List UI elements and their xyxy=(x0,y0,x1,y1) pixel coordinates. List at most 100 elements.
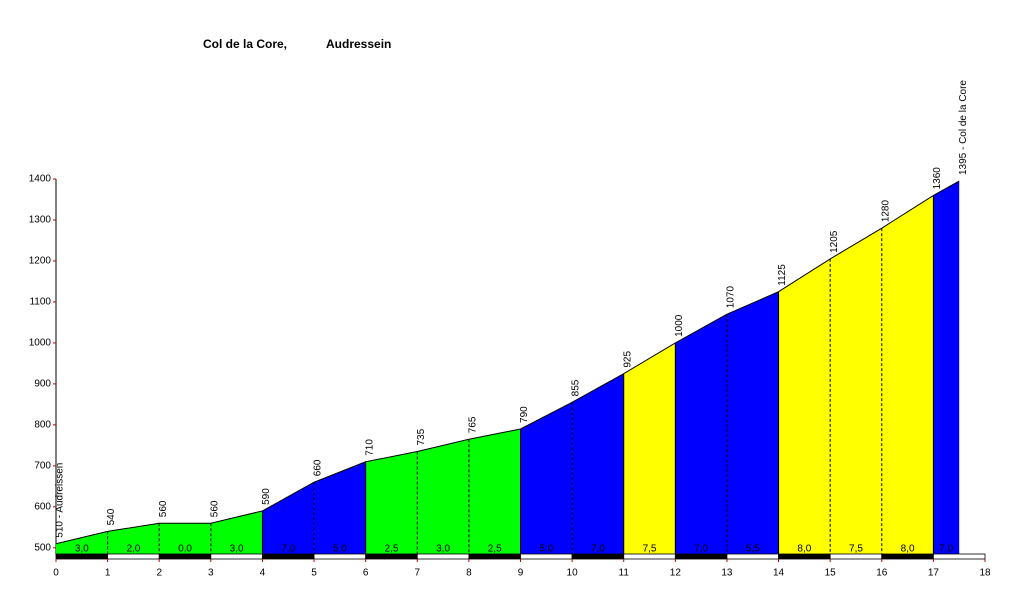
elevation-label: 1360 xyxy=(932,167,943,190)
km-bar xyxy=(932,553,986,560)
gradient-segment xyxy=(675,314,727,556)
elevation-label: 510 - Audreissen xyxy=(55,463,66,538)
x-tick-label: 7 xyxy=(414,568,420,579)
elevation-label: 790 xyxy=(519,406,530,423)
gradient-segment xyxy=(262,482,315,556)
gradient-label: 2,0 xyxy=(126,544,140,555)
elevation-label: 660 xyxy=(313,459,324,476)
gradient-label: 0,0 xyxy=(178,544,192,555)
elevation-label: 710 xyxy=(364,439,375,456)
gradient-segment xyxy=(572,373,624,556)
chart-title: Col de la Core, xyxy=(203,37,287,51)
gradient-label: 5,0 xyxy=(333,544,347,555)
gradient-segment xyxy=(107,523,160,556)
km-bar xyxy=(416,553,470,560)
gradient-segment xyxy=(365,451,418,556)
elevation-label: 1125 xyxy=(777,264,788,286)
km-bar xyxy=(571,553,625,560)
y-tick-label: 1200 xyxy=(29,256,52,267)
km-bar xyxy=(674,553,728,560)
elevation-label: 1205 xyxy=(829,230,840,253)
km-bar xyxy=(158,553,212,560)
x-tick-label: 13 xyxy=(721,568,733,579)
x-tick-label: 18 xyxy=(979,568,991,579)
gradient-label: 5,5 xyxy=(746,544,760,555)
gradient-label: 8,0 xyxy=(797,544,811,555)
x-tick-label: 0 xyxy=(53,568,59,579)
elevation-label: 560 xyxy=(209,500,220,517)
gradient-segment xyxy=(933,181,960,556)
y-tick-label: 900 xyxy=(34,379,51,390)
x-tick-label: 4 xyxy=(260,568,266,579)
gradient-segment xyxy=(726,291,779,556)
gradient-label: 7,0 xyxy=(939,544,953,555)
km-bar xyxy=(55,553,109,560)
km-bar xyxy=(365,553,418,560)
elevation-label: 1000 xyxy=(674,314,685,337)
x-tick-label: 11 xyxy=(619,568,630,579)
elevation-label: 765 xyxy=(468,416,479,433)
elevation-label: 590 xyxy=(261,488,272,505)
x-tick-label: 14 xyxy=(773,568,785,579)
gradient-label: 3,0 xyxy=(75,544,89,555)
km-bar xyxy=(468,553,521,560)
elevation-label: 540 xyxy=(106,508,117,525)
x-tick-label: 15 xyxy=(825,568,837,579)
gradient-segment xyxy=(210,510,263,556)
km-bar xyxy=(623,553,676,560)
km-bar xyxy=(262,553,315,560)
y-tick-label: 1100 xyxy=(29,297,51,308)
elevation-label: 560 xyxy=(158,500,169,517)
km-bar xyxy=(107,553,160,560)
gradient-label: 2,5 xyxy=(488,544,502,555)
km-bar xyxy=(778,553,831,560)
gradient-label: 7,0 xyxy=(281,544,295,555)
km-bar xyxy=(313,553,367,560)
km-bar xyxy=(726,553,779,560)
x-tick-label: 6 xyxy=(363,568,369,579)
gradient-segment xyxy=(520,402,573,556)
gradient-label: 7,0 xyxy=(694,544,708,555)
gradient-label: 2,5 xyxy=(385,544,399,555)
y-tick-label: 1300 xyxy=(29,215,52,226)
x-tick-label: 12 xyxy=(670,568,682,579)
y-tick-label: 800 xyxy=(34,420,51,431)
gradient-label: 7,0 xyxy=(591,544,605,555)
elevation-label: 925 xyxy=(622,351,633,368)
gradient-segment xyxy=(778,258,831,556)
gradient-label: 3,0 xyxy=(436,544,450,555)
km-bar xyxy=(520,553,573,560)
profile-line xyxy=(55,180,960,545)
gradient-segment xyxy=(830,228,882,556)
x-tick-label: 2 xyxy=(156,568,162,579)
gradient-label: 8,0 xyxy=(901,544,915,555)
km-bar xyxy=(829,553,883,560)
x-tick-label: 9 xyxy=(518,568,524,579)
gradient-segment xyxy=(159,523,211,556)
y-tick-label: 500 xyxy=(34,542,51,553)
y-tick-label: 1000 xyxy=(29,338,52,349)
gradient-label: 5,0 xyxy=(539,544,553,555)
x-tick-label: 8 xyxy=(466,568,472,579)
gradient-label: 7,5 xyxy=(643,544,657,555)
x-tick-label: 3 xyxy=(208,568,214,579)
x-tick-label: 1 xyxy=(105,568,111,579)
x-tick-label: 10 xyxy=(567,568,579,579)
gradient-segment xyxy=(881,195,934,557)
gradient-label: 3,0 xyxy=(230,544,244,555)
elevation-label: 1280 xyxy=(880,199,891,222)
gradient-segment xyxy=(56,531,108,556)
chart-subtitle: Audressein xyxy=(326,37,391,51)
elevation-label: 735 xyxy=(416,428,427,445)
gradient-segment xyxy=(314,461,366,556)
gradient-segment xyxy=(623,342,676,556)
gradient-segment xyxy=(468,428,521,556)
x-tick-label: 17 xyxy=(928,568,940,579)
x-tick-label: 16 xyxy=(876,568,888,579)
elevation-label: 855 xyxy=(571,379,582,396)
gradient-label: 7,5 xyxy=(849,544,863,555)
elevation-label: 1070 xyxy=(726,286,737,309)
y-tick-label: 600 xyxy=(34,501,51,512)
km-bar xyxy=(881,553,934,560)
km-bar xyxy=(210,553,263,560)
